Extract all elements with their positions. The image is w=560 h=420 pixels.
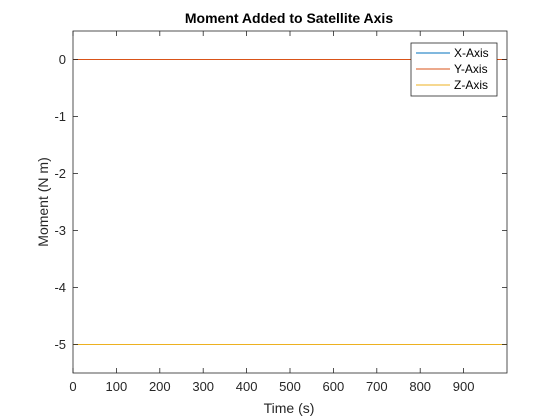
legend-label-y-axis: Y-Axis [454, 62, 488, 76]
x-tick-label: 100 [106, 379, 128, 394]
x-tick-label: 600 [323, 379, 345, 394]
ticks-layer: 0 100 200 300 400 500 600 700 800 900 0 -1 -2 -3 -4 -5 [54, 31, 507, 394]
y-tick-label: -3 [54, 223, 66, 238]
x-tick-label: 900 [453, 379, 475, 394]
x-tick-label: 800 [409, 379, 431, 394]
y-tick-label: -5 [54, 337, 66, 352]
x-tick-label: 500 [279, 379, 301, 394]
chart-title: Moment Added to Satellite Axis [185, 10, 393, 26]
y-tick-label: -4 [54, 280, 66, 295]
x-tick-label: 0 [69, 379, 76, 394]
x-tick-label: 200 [149, 379, 171, 394]
y-tick-label: -1 [54, 109, 66, 124]
y-axis-label: Moment (N m) [35, 157, 51, 246]
x-tick-label: 400 [236, 379, 258, 394]
x-tick-label: 700 [366, 379, 388, 394]
y-tick-label: 0 [59, 52, 66, 67]
y-tick-label: -2 [54, 166, 66, 181]
legend: X-Axis Y-Axis Z-Axis [410, 42, 498, 97]
x-axis-label: Time (s) [264, 400, 315, 416]
legend-label-x-axis: X-Axis [454, 46, 489, 60]
x-tick-label: 300 [192, 379, 214, 394]
legend-label-z-axis: Z-Axis [454, 78, 488, 92]
